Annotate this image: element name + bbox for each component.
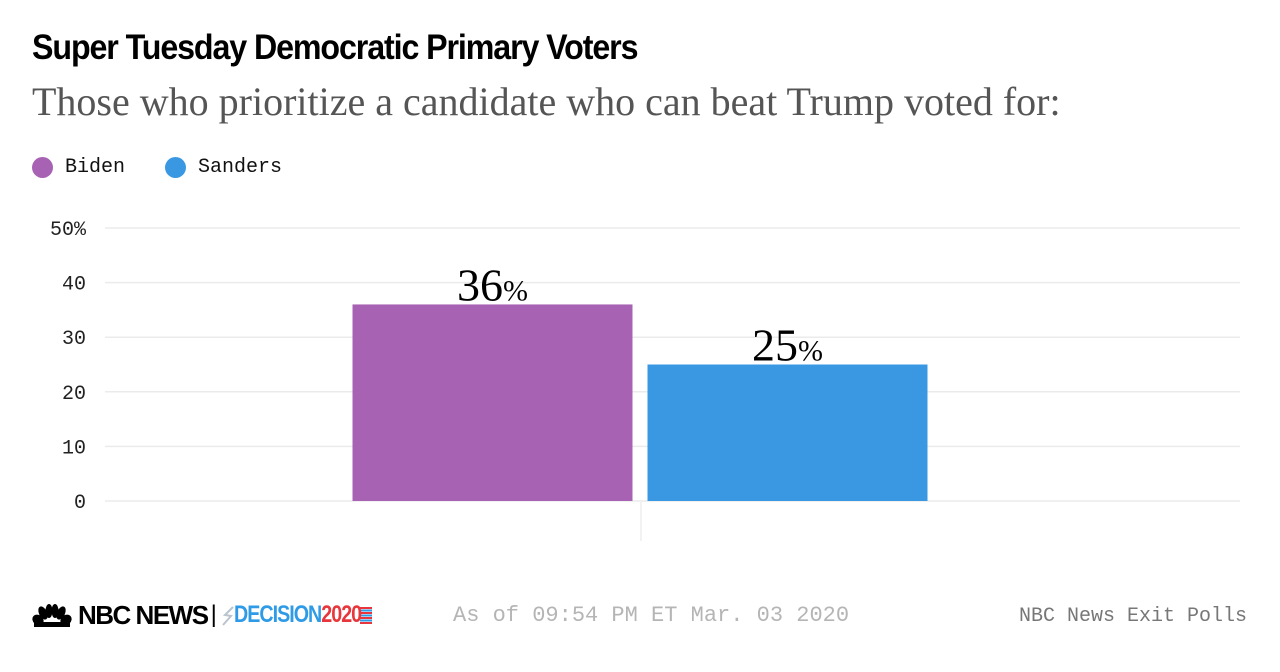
legend: Biden Sanders [32, 156, 322, 179]
chart-subtitle: Those who prioritize a candidate who can… [32, 79, 1061, 124]
legend-item-biden: Biden [32, 156, 125, 179]
data-label-number: 25 [752, 320, 798, 371]
legend-dot-biden-icon [32, 157, 53, 178]
legend-dot-sanders-icon [165, 157, 187, 178]
y-tick-label-50: 50% [50, 219, 87, 242]
source-credit: NBC News Exit Polls [1018, 605, 1247, 628]
data-label-unit: % [798, 335, 823, 368]
nbc-peacock-icon [32, 604, 72, 627]
footer-logo: NBC NEWS | DECISION2020 [32, 600, 373, 630]
bar-sanders [647, 364, 928, 501]
y-axis-ticks: 0 10 20 30 40 50% [50, 219, 87, 515]
star-icon [222, 606, 234, 626]
logo-separator: | [210, 601, 217, 628]
legend-label-sanders: Sanders [198, 156, 283, 179]
chart-title: Super Tuesday Democratic Primary Voters [32, 28, 638, 67]
decision-2020-wordmark: DECISION2020 [233, 601, 362, 629]
y-tick-label-20: 20 [62, 383, 86, 406]
flag-stripes-icon [359, 607, 372, 624]
data-label-sanders: 25% [752, 320, 823, 371]
data-label-unit: % [503, 274, 528, 307]
bar-biden [352, 304, 633, 501]
bars [352, 304, 928, 501]
y-tick-label-10: 10 [62, 437, 86, 460]
y-tick-label-0: 0 [74, 492, 86, 515]
decision-year: 2020 [321, 601, 362, 628]
data-label-biden: 36% [457, 259, 528, 310]
y-tick-label-40: 40 [62, 274, 86, 297]
nbc-news-logo: NBC NEWS | DECISION2020 [32, 600, 373, 631]
nbc-news-wordmark: NBC NEWS [78, 599, 209, 630]
data-label-number: 36 [457, 259, 503, 310]
y-tick-label-30: 30 [62, 328, 86, 351]
data-labels: 36%25% [457, 259, 823, 370]
timestamp: As of 09:54 PM ET Mar. 03 2020 [453, 603, 850, 628]
legend-label-biden: Biden [65, 156, 126, 179]
decision-text: DECISION [233, 601, 322, 628]
legend-item-sanders: Sanders [165, 156, 282, 179]
